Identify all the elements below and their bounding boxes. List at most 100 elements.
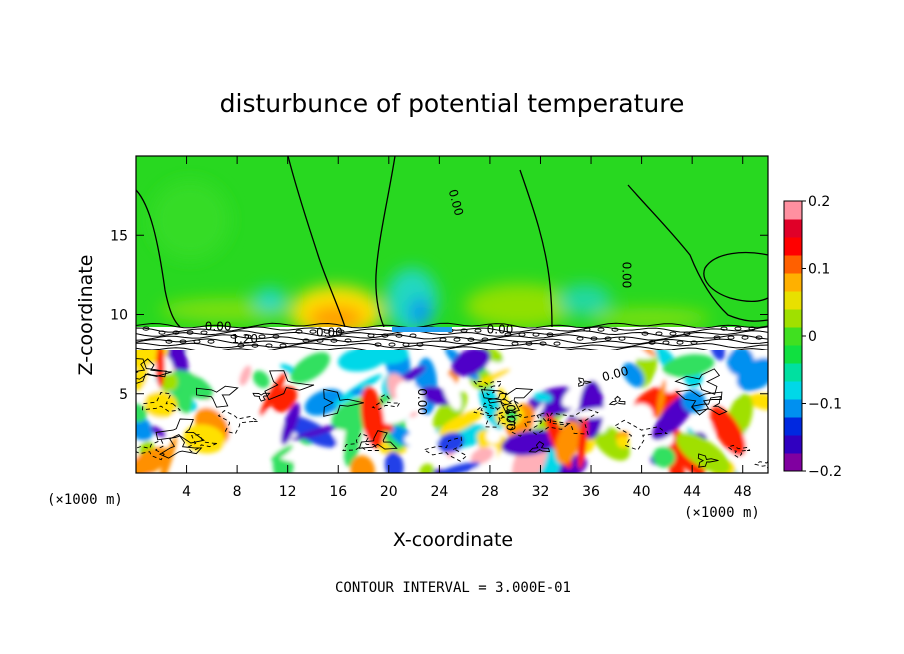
band-eddy bbox=[323, 329, 331, 334]
band-eddy bbox=[669, 331, 677, 336]
y-tick-label: 10 bbox=[110, 308, 128, 324]
band-eddy bbox=[142, 326, 150, 331]
band-eddy bbox=[481, 337, 489, 342]
x-tick-label: 24 bbox=[430, 484, 448, 500]
colorbar-segment bbox=[784, 327, 802, 346]
band-eddy bbox=[683, 331, 691, 336]
eddy-patch bbox=[748, 393, 768, 411]
eddy-patch bbox=[150, 425, 166, 438]
band-eddy bbox=[611, 327, 619, 332]
eddy-patch bbox=[419, 463, 434, 473]
colorbar-tick-label: 0.2 bbox=[808, 194, 830, 210]
band-eddy bbox=[395, 333, 403, 338]
band-eddy bbox=[741, 335, 749, 340]
eddy-patch bbox=[360, 386, 385, 449]
band-eddy bbox=[453, 337, 461, 342]
band-eddy bbox=[295, 329, 303, 334]
band-eddy bbox=[662, 340, 670, 345]
band-eddy bbox=[200, 330, 208, 335]
x-tick-label: 8 bbox=[233, 484, 242, 500]
eddy-patch bbox=[395, 381, 425, 413]
eddy-contour bbox=[342, 432, 380, 451]
band-eddy bbox=[604, 336, 612, 341]
eddy-patch bbox=[280, 402, 300, 445]
eddy-contour bbox=[195, 385, 239, 408]
eddy-patch bbox=[736, 357, 768, 392]
eddy-patch bbox=[170, 370, 214, 400]
eddy-patch bbox=[136, 350, 169, 369]
band-eddy bbox=[309, 329, 317, 334]
stable-band bbox=[136, 322, 768, 353]
colorbar-tick-label: −0.2 bbox=[808, 464, 842, 480]
band-eddy bbox=[251, 343, 259, 348]
eddy-patch bbox=[259, 372, 287, 417]
band-eddy bbox=[374, 342, 382, 347]
eddy-contour bbox=[136, 358, 172, 384]
eddy-patch bbox=[622, 362, 645, 388]
x-tick-label: 20 bbox=[380, 484, 398, 500]
band-eddy bbox=[539, 341, 547, 346]
y-tick-label: 5 bbox=[119, 387, 128, 403]
band-eddy bbox=[279, 343, 287, 348]
band-eddy bbox=[158, 330, 166, 335]
eddy-patch bbox=[136, 403, 148, 423]
eddy-contour bbox=[487, 392, 513, 406]
eddy-contour bbox=[217, 410, 260, 435]
band-eddy bbox=[258, 334, 266, 339]
colorbar-segment bbox=[784, 291, 802, 310]
band-eddy bbox=[344, 338, 352, 343]
eddy-patch bbox=[638, 350, 656, 357]
eddy-contour bbox=[480, 387, 534, 414]
eddy-patch bbox=[350, 455, 375, 473]
x-tick-label: 48 bbox=[734, 484, 752, 500]
eddy-patch bbox=[478, 368, 511, 385]
band-eddy bbox=[755, 335, 763, 340]
band-eddy bbox=[690, 340, 698, 345]
contour-label: 0.00 bbox=[316, 326, 343, 340]
eddy-contour bbox=[136, 439, 165, 461]
eddy-patch bbox=[628, 403, 654, 429]
eddy-patch bbox=[233, 450, 263, 467]
band-eddy bbox=[467, 337, 475, 342]
band-eddy bbox=[367, 333, 375, 338]
eddy-contour bbox=[155, 418, 205, 444]
colorbar-segment bbox=[784, 309, 802, 328]
contour-label: 0.00 bbox=[601, 364, 630, 384]
colorbar-segment bbox=[784, 399, 802, 418]
contour-label: 0.00 bbox=[620, 262, 634, 289]
colorbar-segment bbox=[784, 201, 802, 220]
colorbar-segment bbox=[784, 435, 802, 454]
colorbar-segment bbox=[784, 255, 802, 274]
x-axis: 4 8 12 16 20 24 28 32 36 40 44 48 bbox=[182, 156, 752, 500]
eddy-contour bbox=[675, 389, 723, 416]
band-eddy bbox=[460, 328, 468, 333]
band-eddy bbox=[439, 337, 447, 342]
eddy-contour bbox=[371, 393, 401, 410]
eddy-contour bbox=[726, 444, 751, 459]
band-eddy bbox=[727, 335, 735, 340]
band-eddy bbox=[655, 331, 663, 336]
band-eddy bbox=[244, 334, 252, 339]
colorbar-tick-label: 0.1 bbox=[808, 262, 830, 278]
eddy-contour bbox=[697, 453, 719, 468]
band-eddy bbox=[381, 333, 389, 338]
band-eddy bbox=[576, 336, 584, 341]
eddy-patch bbox=[436, 462, 481, 473]
band-eddy bbox=[720, 326, 728, 331]
band-eddy bbox=[179, 339, 187, 344]
eddy-patch bbox=[491, 443, 516, 473]
eddy-patch bbox=[183, 424, 226, 454]
band-contour bbox=[136, 346, 768, 353]
band-eddy bbox=[165, 339, 173, 344]
band-eddy bbox=[230, 334, 238, 339]
eddy-patch bbox=[470, 447, 494, 465]
band-eddy bbox=[272, 334, 280, 339]
eddy-contour bbox=[528, 411, 570, 435]
band-eddy bbox=[193, 339, 201, 344]
eddy-patch bbox=[438, 409, 484, 436]
eddy-patch bbox=[304, 388, 344, 416]
eddy-patch bbox=[662, 354, 715, 378]
eddy-contour bbox=[187, 434, 218, 453]
eddy-contour bbox=[480, 402, 523, 428]
